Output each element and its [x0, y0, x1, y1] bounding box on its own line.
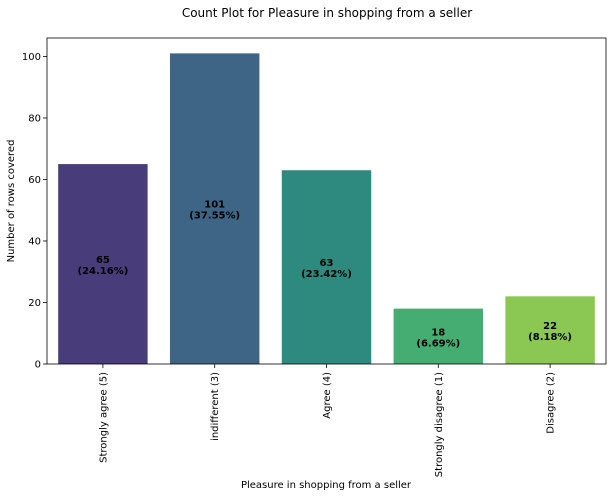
data-label-pct-0: (24.16%)	[78, 266, 129, 277]
data-label-count-4: 22	[543, 321, 557, 332]
bar-3	[393, 308, 484, 364]
data-label-count-2: 63	[320, 258, 334, 269]
x-tick-label-2: Agree (4)	[322, 372, 333, 419]
y-tick-label-2: 40	[28, 236, 41, 247]
chart-title: Count Plot for Pleasure in shopping from…	[182, 6, 472, 20]
bar-2	[281, 170, 372, 364]
x-tick-label-3: Strongly disagree (1)	[434, 372, 445, 477]
data-label-pct-1: (37.55%)	[189, 211, 240, 222]
y-axis: 0 20 40 60 80 100	[22, 52, 47, 371]
data-label-pct-3: (6.69%)	[416, 338, 460, 349]
y-tick-label-5: 100	[22, 52, 41, 63]
x-axis: Strongly agree (5) indifferent (3) Agree (…	[98, 364, 557, 477]
y-tick-label-3: 60	[28, 175, 41, 186]
data-label-count-1: 101	[204, 200, 225, 211]
y-axis-title: Number of rows covered	[6, 140, 17, 263]
bars-group	[58, 53, 595, 365]
data-label-count-3: 18	[431, 327, 445, 338]
bar-0	[58, 164, 148, 364]
bar-4	[505, 296, 595, 364]
x-tick-label-0: Strongly agree (5)	[98, 372, 109, 463]
data-labels-group: 65(24.16%) 101(37.55%) 63(23.42%) 18(6.69%)…	[78, 200, 573, 350]
x-tick-label-4: Disagree (2)	[546, 372, 557, 434]
y-tick-label-1: 20	[28, 298, 41, 309]
x-tick-label-1: indifferent (3)	[210, 372, 221, 441]
bar-1	[169, 53, 260, 365]
data-label-pct-4: (8.18%)	[528, 332, 572, 343]
data-label-pct-2: (23.42%)	[301, 269, 352, 280]
data-label-count-0: 65	[96, 255, 110, 266]
y-tick-label-4: 80	[28, 113, 41, 124]
y-tick-label-0: 0	[35, 360, 41, 371]
x-axis-title: Pleasure in shopping from a seller	[241, 480, 412, 491]
